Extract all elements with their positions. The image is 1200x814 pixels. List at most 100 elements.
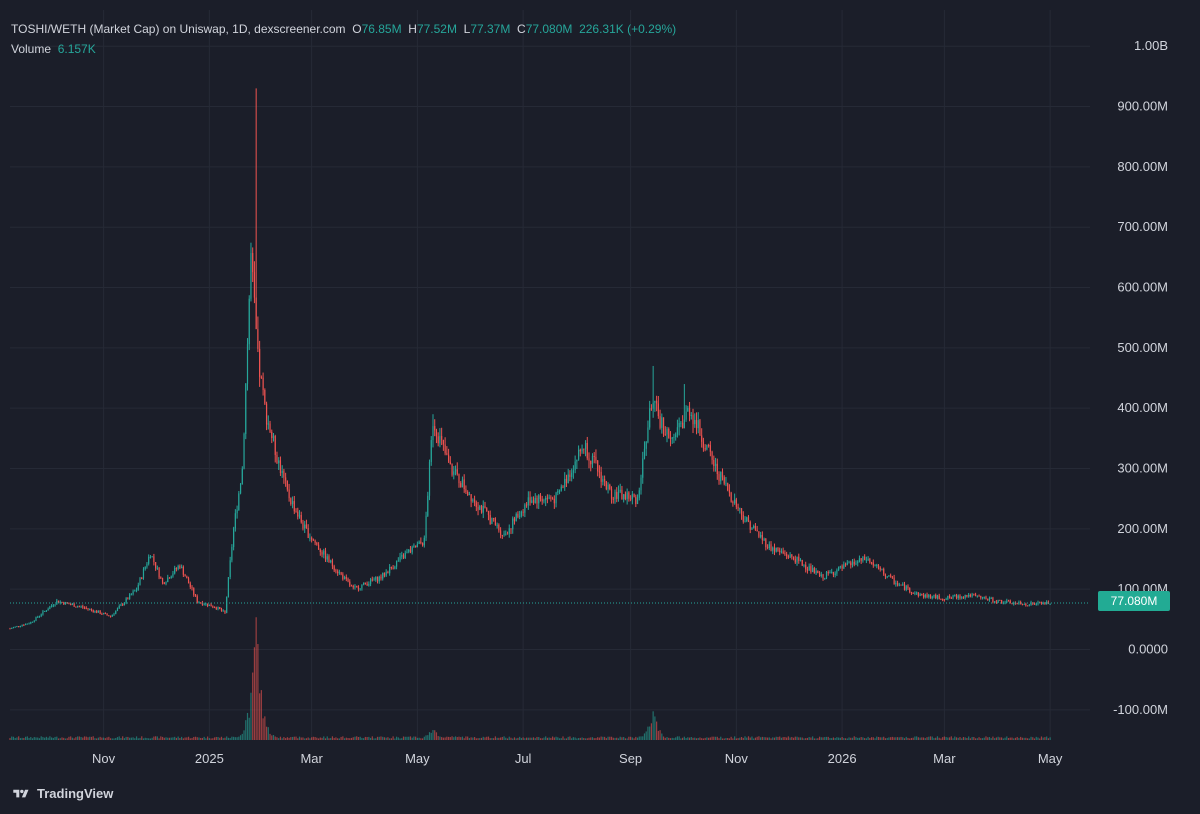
volume-bar bbox=[274, 736, 276, 740]
candle-body bbox=[135, 589, 138, 591]
candle-body bbox=[314, 540, 316, 543]
plot-area[interactable] bbox=[10, 10, 1100, 740]
volume-bar bbox=[297, 738, 299, 740]
candle-body bbox=[968, 594, 970, 597]
candle-body bbox=[231, 547, 233, 561]
volume-bar bbox=[909, 738, 911, 740]
candle-body bbox=[342, 574, 344, 580]
volume-bar bbox=[744, 736, 746, 740]
volume-bar bbox=[662, 736, 665, 740]
candle-body bbox=[222, 610, 224, 612]
volume-bar bbox=[943, 736, 945, 740]
candle-body bbox=[907, 586, 909, 589]
candle-body bbox=[191, 587, 193, 589]
candle-body bbox=[973, 594, 975, 596]
volume-bar bbox=[567, 736, 569, 740]
volume-bar bbox=[815, 738, 817, 740]
volume-bar bbox=[1026, 738, 1029, 740]
volume-bar bbox=[728, 738, 731, 740]
candle-body bbox=[947, 595, 949, 599]
volume-bar bbox=[26, 736, 28, 740]
candle-body bbox=[957, 595, 959, 599]
candle-body bbox=[980, 596, 982, 598]
volume-bar bbox=[870, 737, 873, 740]
volume-bar bbox=[477, 738, 479, 740]
candle-body bbox=[886, 576, 888, 578]
legend-volume-label: Volume bbox=[11, 42, 52, 56]
candle-body bbox=[94, 610, 96, 613]
candle-body bbox=[1033, 603, 1036, 605]
tradingview-brand[interactable]: TradingView bbox=[10, 786, 113, 801]
volume-bar bbox=[614, 737, 616, 740]
volume-bar bbox=[716, 736, 718, 740]
volume-bar bbox=[1028, 738, 1030, 740]
candle-body bbox=[864, 556, 866, 561]
volume-bar bbox=[349, 738, 351, 740]
candle-body bbox=[517, 513, 519, 517]
volume-bar bbox=[245, 720, 247, 740]
volume-bar bbox=[163, 737, 165, 740]
volume-bar bbox=[586, 738, 588, 740]
candle-body bbox=[567, 474, 569, 484]
volume-bar bbox=[395, 736, 398, 740]
volume-bar bbox=[661, 733, 663, 740]
volume-bar bbox=[300, 737, 302, 740]
volume-bar bbox=[161, 736, 164, 740]
candle-body bbox=[950, 597, 952, 599]
candle-body bbox=[735, 499, 737, 507]
candle-body bbox=[725, 483, 727, 485]
volume-bar bbox=[364, 736, 366, 740]
volume-bar bbox=[409, 736, 412, 740]
volume-bar bbox=[116, 737, 119, 740]
volume-bar bbox=[695, 738, 698, 740]
volume-bar bbox=[260, 690, 262, 740]
candle-body bbox=[99, 610, 101, 614]
candle-body bbox=[952, 595, 954, 598]
volume-bar bbox=[473, 737, 476, 740]
candle-body bbox=[47, 609, 49, 611]
volume-bar bbox=[756, 736, 758, 740]
volume-bar bbox=[565, 738, 568, 740]
volume-bar bbox=[271, 735, 273, 740]
volume-bar bbox=[309, 738, 311, 740]
volume-bar bbox=[687, 737, 689, 740]
volume-bar bbox=[101, 737, 103, 740]
volume-bar bbox=[496, 737, 498, 740]
volume-bar bbox=[742, 737, 744, 740]
volume-bar bbox=[990, 738, 992, 740]
volume-bar bbox=[1014, 737, 1017, 740]
candle-body bbox=[671, 437, 673, 439]
volume-bar bbox=[82, 737, 84, 740]
candle-body bbox=[460, 483, 462, 488]
volume-bar bbox=[730, 736, 732, 740]
candle-body bbox=[132, 591, 134, 595]
volume-bar bbox=[642, 736, 644, 740]
volume-bar bbox=[243, 730, 245, 740]
candle-body bbox=[473, 499, 476, 503]
volume-bar bbox=[922, 737, 925, 740]
volume-bar bbox=[997, 736, 999, 740]
volume-bar bbox=[399, 738, 401, 740]
volume-bar bbox=[751, 736, 753, 740]
volume-bar bbox=[832, 737, 835, 740]
candle-body bbox=[557, 490, 559, 493]
candle-body bbox=[108, 615, 110, 617]
volume-bar bbox=[981, 738, 984, 740]
volume-bar bbox=[371, 736, 373, 740]
volume-bar bbox=[302, 737, 304, 740]
candle-body bbox=[860, 558, 862, 561]
candle-body bbox=[539, 495, 542, 500]
volume-bar bbox=[129, 737, 131, 740]
candle-body bbox=[706, 445, 708, 450]
volume-bar bbox=[860, 737, 862, 740]
legend-change: 226.31K (+0.29%) bbox=[579, 22, 677, 36]
volume-bar bbox=[328, 738, 330, 740]
candle-body bbox=[272, 436, 275, 439]
candle-body bbox=[926, 594, 928, 597]
candle-body bbox=[260, 376, 262, 378]
volume-bar bbox=[581, 737, 583, 740]
volume-bar bbox=[148, 738, 150, 740]
volume-bar bbox=[1042, 737, 1044, 740]
volume-bar bbox=[966, 737, 968, 740]
